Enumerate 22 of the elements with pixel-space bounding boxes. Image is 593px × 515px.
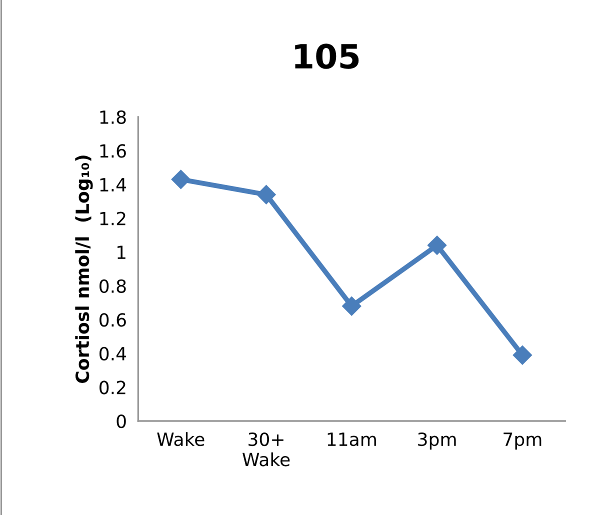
y-axis-title: Cortiosl nmol/l (Log₁₀) [75,156,93,383]
y-tick-label: 1 [118,246,126,259]
y-tick-label: 0.4 [100,346,126,361]
y-tick-label: 1.6 [100,144,126,158]
x-tick-label: 11am [328,432,376,446]
x-tick-label: 3pm [418,432,456,450]
y-tick-label: 1.4 [100,178,126,192]
y-tick-label: 1.2 [100,212,126,226]
x-tick-label: Wake [157,432,204,446]
x-tick-label: 7pm [504,432,542,450]
y-tick-label: 1.8 [100,110,126,124]
y-tick-label: 0.8 [100,279,126,293]
point [342,296,362,316]
point [428,236,447,255]
y-tick-label: 0 [116,414,126,428]
chart-title: 105 [295,44,359,69]
x-tick-label: 30+ Wake [242,432,290,466]
point [256,185,276,204]
y-tick-label: 0.2 [100,380,126,394]
point [512,346,532,365]
point [171,170,190,189]
y-tick-label: 0.6 [100,313,126,327]
